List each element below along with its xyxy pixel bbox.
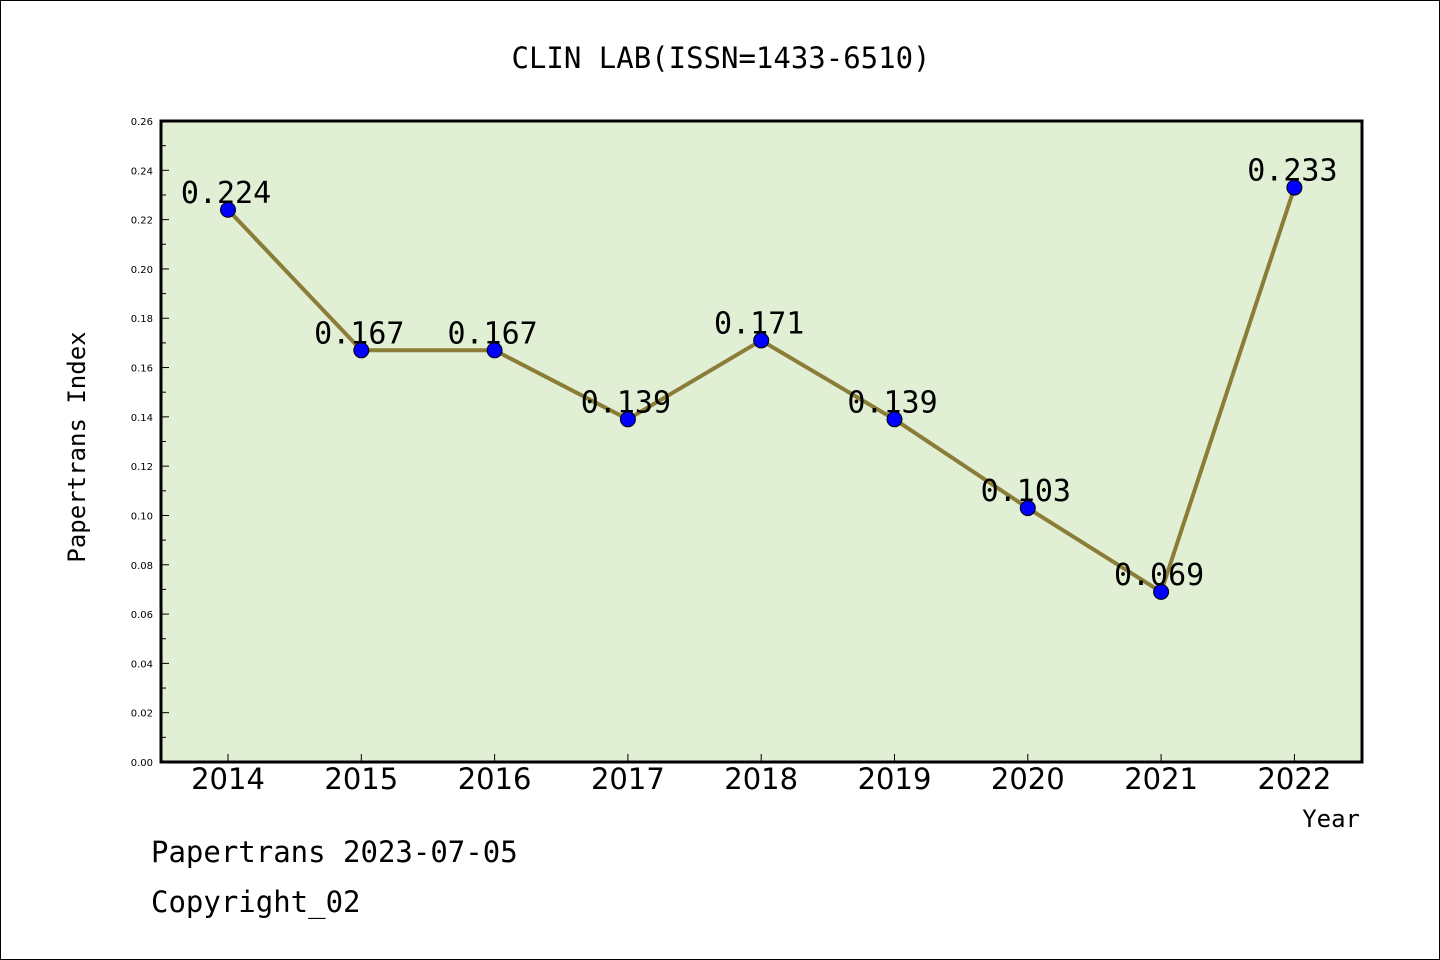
data-point [1153,583,1170,600]
x-tick-label: 2015 [324,762,398,796]
y-tick-label: 0.14 [131,413,153,424]
y-tick-label: 0.08 [131,561,153,572]
plot-area [161,121,1362,762]
y-tick-label: 0.12 [131,462,153,473]
data-point [1019,500,1036,517]
y-tick-label: 0.26 [131,117,153,128]
x-tick-label: 2016 [458,762,532,796]
y-axis-label: Papertrans Index [63,331,91,562]
x-tick-label: 2019 [858,762,932,796]
y-tick-label: 0.18 [131,314,153,325]
data-point [353,342,370,359]
y-tick-label: 0.00 [131,758,153,769]
x-tick-label: 2014 [191,762,265,796]
y-tick-label: 0.22 [131,216,153,227]
y-tick-label: 0.02 [131,709,153,720]
data-point [619,411,636,428]
y-tick-label: 0.04 [131,659,153,670]
plot-frame [159,119,1364,764]
x-tick-label: 2020 [991,762,1065,796]
data-point [886,411,903,428]
x-tick-label: 2018 [724,762,798,796]
data-label: 0.139 [581,385,671,420]
y-tick-label: 0.06 [131,610,153,621]
data-label: 0.167 [447,316,537,351]
x-axis-label: Year [1302,805,1360,833]
data-point [486,342,503,359]
y-tick-label: 0.16 [131,364,153,375]
x-tick-label: 2017 [591,762,665,796]
data-label: 0.171 [714,306,804,341]
data-label: 0.069 [1114,558,1204,593]
x-tick-label: 2021 [1124,762,1198,796]
data-label: 0.167 [314,316,404,351]
y-tick-label: 0.10 [131,511,153,522]
y-tick-label: 0.24 [131,166,153,177]
footer-date-text: Papertrans 2023-07-05 [151,835,518,869]
data-label: 0.224 [181,176,271,211]
data-point [753,332,770,349]
chart-title: CLIN LAB(ISSN=1433-6510) [511,41,930,75]
data-label: 0.139 [847,385,937,420]
data-label: 0.103 [981,474,1071,509]
x-tick-label: 2022 [1257,762,1331,796]
data-point [220,201,236,218]
y-tick-label: 0.20 [131,265,153,276]
data-label: 0.233 [1247,154,1337,189]
footer-copyright-text: Copyright_02 [151,885,361,919]
data-point [1286,179,1303,196]
